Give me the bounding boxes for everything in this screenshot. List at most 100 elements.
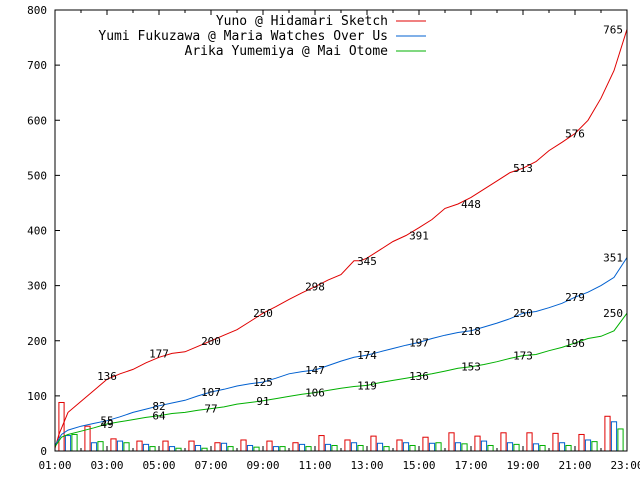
x-tick-label: 11:00 xyxy=(298,459,331,472)
bar-yumi-fukuzawa-maria-watches-over-us xyxy=(298,443,306,452)
data-label: 77 xyxy=(204,403,217,416)
data-label: 250 xyxy=(603,307,623,320)
lines-layer xyxy=(54,29,628,449)
bar-yumi-fukuzawa-maria-watches-over-us xyxy=(584,439,592,452)
bar-yuno-hidamari-sketch xyxy=(448,432,455,452)
x-tick-label: 13:00 xyxy=(350,459,383,472)
bar-yumi-fukuzawa-maria-watches-over-us xyxy=(350,442,358,452)
x-tick-label: 15:00 xyxy=(402,459,435,472)
bar-yuno-hidamari-sketch xyxy=(188,440,195,452)
data-label: 136 xyxy=(409,370,429,383)
y-axis: 0 100 200 300 400 500 600 700 800 xyxy=(27,4,627,458)
y-tick-label: 400 xyxy=(27,225,47,238)
data-label: 49 xyxy=(100,418,113,431)
x-tick-label: 17:00 xyxy=(454,459,487,472)
data-label: 200 xyxy=(201,335,221,348)
y-tick-label: 600 xyxy=(27,114,47,127)
bar-arika-yumemiya-mai-otome xyxy=(591,441,598,452)
bar-arika-yumemiya-mai-otome xyxy=(227,446,234,452)
data-label: 173 xyxy=(513,350,533,363)
data-label: 55 xyxy=(100,415,113,428)
x-tick-label: 09:00 xyxy=(246,459,279,472)
plot-frame xyxy=(54,9,628,452)
bar-yuno-hidamari-sketch xyxy=(318,435,325,452)
bar-yuno-hidamari-sketch xyxy=(526,432,533,452)
bar-yuno-hidamari-sketch xyxy=(136,440,143,452)
bar-yumi-fukuzawa-maria-watches-over-us xyxy=(324,443,332,452)
bar-yumi-fukuzawa-maria-watches-over-us xyxy=(454,442,462,452)
line-yuno-hidamari-sketch xyxy=(54,29,628,449)
x-tick-label: 19:00 xyxy=(506,459,539,472)
bar-yuno-hidamari-sketch xyxy=(604,415,611,452)
legend-label: Arika Yumemiya @ Mai Otome xyxy=(185,44,389,59)
legend-label: Yuno @ Hidamari Sketch xyxy=(216,14,388,29)
legend-label: Yumi Fukuzawa @ Maria Watches Over Us xyxy=(98,29,388,44)
bar-arika-yumemiya-mai-otome xyxy=(435,442,442,452)
x-tick-label: 07:00 xyxy=(194,459,227,472)
bar-yumi-fukuzawa-maria-watches-over-us xyxy=(142,443,150,452)
data-label: 82 xyxy=(152,400,165,413)
y-tick-label: 0 xyxy=(40,445,47,458)
data-label: 197 xyxy=(409,336,429,349)
data-label: 576 xyxy=(565,127,585,140)
bar-arika-yumemiya-mai-otome xyxy=(71,433,78,452)
data-label: 345 xyxy=(357,255,377,268)
bar-yumi-fukuzawa-maria-watches-over-us xyxy=(246,444,254,452)
y-tick-label: 100 xyxy=(27,390,47,403)
bar-yumi-fukuzawa-maria-watches-over-us xyxy=(272,446,280,452)
bar-yuno-hidamari-sketch xyxy=(474,435,481,452)
data-label: 119 xyxy=(357,379,377,392)
bar-yumi-fukuzawa-maria-watches-over-us xyxy=(506,442,514,452)
data-label: 136 xyxy=(97,370,117,383)
bar-arika-yumemiya-mai-otome xyxy=(149,446,156,452)
bar-yumi-fukuzawa-maria-watches-over-us xyxy=(168,446,176,452)
bar-yuno-hidamari-sketch xyxy=(58,401,65,452)
data-label: 125 xyxy=(253,376,273,389)
bar-arika-yumemiya-mai-otome xyxy=(513,443,520,452)
bar-yuno-hidamari-sketch xyxy=(214,442,221,452)
bar-yumi-fukuzawa-maria-watches-over-us xyxy=(532,443,540,452)
bar-yuno-hidamari-sketch xyxy=(162,440,169,452)
x-tick-label: 05:00 xyxy=(142,459,175,472)
bar-arika-yumemiya-mai-otome xyxy=(97,441,104,452)
bar-yumi-fukuzawa-maria-watches-over-us xyxy=(220,442,228,452)
data-label: 106 xyxy=(305,387,325,400)
bar-yumi-fukuzawa-maria-watches-over-us xyxy=(376,442,384,452)
bar-yumi-fukuzawa-maria-watches-over-us xyxy=(194,444,202,452)
data-label: 174 xyxy=(357,349,377,362)
data-label: 91 xyxy=(256,395,269,408)
bar-yumi-fukuzawa-maria-watches-over-us xyxy=(90,442,98,452)
bar-yuno-hidamari-sketch xyxy=(500,432,507,452)
y-tick-label: 800 xyxy=(27,4,47,17)
bar-arika-yumemiya-mai-otome xyxy=(331,444,338,452)
bar-yumi-fukuzawa-maria-watches-over-us xyxy=(610,421,618,452)
data-label: 196 xyxy=(565,337,585,350)
bar-arika-yumemiya-mai-otome xyxy=(279,446,286,452)
bar-yumi-fukuzawa-maria-watches-over-us xyxy=(64,435,72,452)
bar-yumi-fukuzawa-maria-watches-over-us xyxy=(402,442,410,452)
bar-arika-yumemiya-mai-otome xyxy=(487,444,494,452)
bar-arika-yumemiya-mai-otome xyxy=(617,428,624,452)
data-label: 147 xyxy=(305,364,325,377)
data-label: 250 xyxy=(253,307,273,320)
bar-yuno-hidamari-sketch xyxy=(578,433,585,452)
bar-arika-yumemiya-mai-otome xyxy=(539,444,546,452)
x-tick-label: 03:00 xyxy=(90,459,123,472)
data-label: 391 xyxy=(409,229,429,242)
data-label: 279 xyxy=(565,291,585,304)
data-label: 107 xyxy=(201,386,221,399)
data-label: 64 xyxy=(152,410,166,423)
bar-arika-yumemiya-mai-otome xyxy=(461,443,468,452)
data-label: 513 xyxy=(513,162,533,175)
bar-yuno-hidamari-sketch xyxy=(240,439,247,452)
bar-yumi-fukuzawa-maria-watches-over-us xyxy=(558,442,566,452)
bar-yuno-hidamari-sketch xyxy=(422,436,429,452)
bar-yuno-hidamari-sketch xyxy=(266,440,273,452)
bar-yuno-hidamari-sketch xyxy=(110,438,117,452)
point-labels-layer: 136 177 200 250 298 345 391 448 513 576 765 55 82 107… xyxy=(97,23,623,431)
data-label: 218 xyxy=(461,325,481,338)
bar-yuno-hidamari-sketch xyxy=(370,435,377,452)
x-tick-label: 21:00 xyxy=(558,459,591,472)
y-tick-label: 300 xyxy=(27,280,47,293)
